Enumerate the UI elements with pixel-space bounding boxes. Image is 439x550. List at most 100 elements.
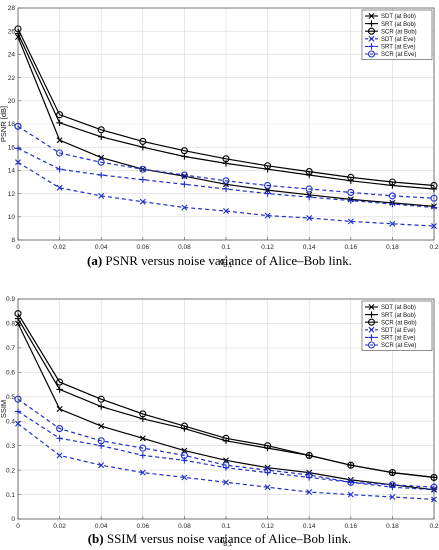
legend-entry: SCR (at Bob)	[381, 320, 417, 326]
y-axis-label: SSIM	[0, 400, 8, 418]
data-point	[264, 484, 271, 491]
series-line	[17, 423, 435, 500]
x-tick-label: 0.12	[261, 244, 274, 251]
data-point	[139, 444, 147, 452]
data-point	[139, 435, 146, 442]
data-point	[180, 422, 188, 430]
legend-marker	[368, 20, 375, 27]
series-line	[17, 28, 435, 187]
y-tick-label: 0.5	[6, 394, 15, 401]
data-point	[139, 165, 147, 173]
data-point	[56, 435, 63, 442]
data-point	[56, 166, 63, 173]
series-line	[17, 313, 435, 478]
x-tick-label: 0.06	[136, 244, 149, 251]
y-tick-label: 14	[8, 168, 16, 175]
x-tick-label: 0.1	[221, 523, 230, 530]
legend-entry: SRT (at Bob)	[381, 313, 416, 319]
data-point	[389, 220, 396, 227]
x-tick-label: 0.16	[344, 244, 357, 251]
data-point	[56, 378, 64, 386]
data-point	[139, 469, 146, 476]
data-point	[98, 423, 105, 430]
legend-entry: SDT (at Bob)	[381, 14, 416, 20]
data-point	[14, 310, 22, 318]
data-point	[139, 176, 146, 183]
data-point	[56, 111, 64, 119]
data-point	[15, 159, 21, 166]
data-point	[388, 192, 396, 200]
data-point	[389, 200, 396, 208]
x-tick-label: 0.1	[221, 244, 230, 251]
data-point	[222, 185, 230, 193]
data-point	[388, 469, 396, 477]
data-point	[222, 155, 230, 163]
legend-marker	[368, 304, 375, 310]
series-line	[17, 161, 435, 227]
y-tick-label: 0.1	[6, 492, 15, 499]
data-point	[347, 218, 354, 225]
x-tick-label: 0.2	[429, 244, 438, 251]
data-point	[139, 198, 146, 205]
data-point	[264, 181, 272, 190]
data-point	[97, 126, 105, 134]
data-point	[181, 204, 188, 211]
data-point	[222, 177, 230, 185]
data-point	[388, 481, 396, 489]
y-tick-label: 0.6	[6, 370, 15, 377]
data-point	[389, 494, 396, 500]
data-point	[14, 122, 22, 130]
legend-entry: SCR (at Eve)	[381, 52, 416, 58]
data-point	[139, 410, 147, 418]
series-line	[17, 125, 435, 199]
data-point	[223, 208, 229, 214]
data-point	[56, 137, 63, 144]
data-point	[14, 395, 22, 403]
x-axis-label: σ² B,1	[220, 535, 233, 548]
legend-marker	[368, 35, 375, 42]
legend-entry: SRT (at Eve)	[381, 45, 415, 51]
data-point	[306, 214, 313, 221]
data-point	[305, 471, 313, 479]
data-point	[98, 462, 105, 469]
data-point	[56, 425, 64, 433]
data-point	[347, 173, 355, 181]
data-point	[15, 420, 21, 427]
x-tick-label: 0.08	[178, 244, 191, 251]
y-tick-label: 16	[8, 144, 16, 151]
data-point	[180, 451, 188, 459]
data-point	[181, 447, 188, 454]
data-point	[430, 194, 438, 202]
legend: SDT (at Bob) SRT (at Bob)SCR (at Bob) SDT …	[361, 9, 433, 60]
data-point	[98, 171, 105, 179]
data-point	[347, 478, 355, 486]
x-tick-label: 0.18	[386, 244, 399, 251]
data-point	[56, 406, 63, 412]
data-point	[264, 212, 271, 219]
y-tick-label: 0.3	[6, 443, 15, 450]
data-point	[347, 461, 355, 469]
data-point	[264, 466, 272, 474]
data-point	[431, 496, 437, 503]
data-point	[264, 442, 272, 450]
data-point	[56, 452, 63, 459]
caption-b-label: (b)	[87, 531, 104, 546]
data-point	[431, 223, 437, 230]
data-point	[97, 437, 105, 445]
data-point	[180, 171, 188, 179]
y-tick-label: 28	[8, 5, 16, 12]
data-point	[223, 479, 229, 486]
legend-entry: SDT (at Bob)	[381, 305, 416, 311]
data-point	[139, 137, 147, 145]
caption-a: (a) PSNR versus noise variance of Alice–…	[0, 253, 439, 269]
x-axis-label: σ² B,1	[220, 256, 233, 269]
data-point	[56, 184, 63, 191]
data-point	[56, 149, 64, 157]
data-point	[222, 461, 230, 469]
chart-panel-b: 0 0.02 0.04 0.06 0.08 0.1 0.12 0.14 0.16 0.18 0.2 0…	[0, 296, 439, 548]
data-point	[98, 133, 105, 140]
y-tick-label: 26	[8, 28, 16, 35]
data-point	[264, 190, 271, 197]
series-line	[17, 398, 435, 488]
